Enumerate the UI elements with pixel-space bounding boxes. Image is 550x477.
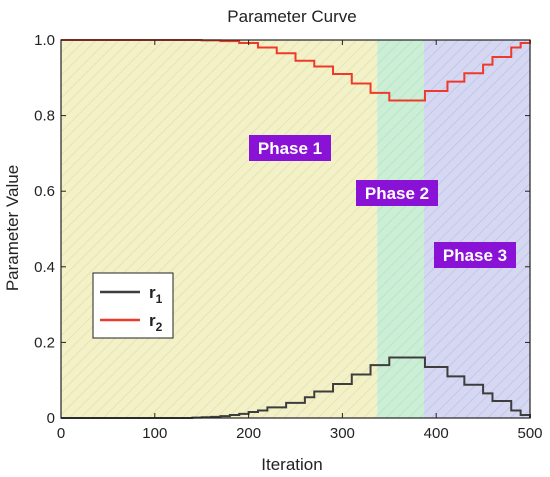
x-tick-label-300: 300 [330,425,355,442]
series-line-r1 [61,356,531,419]
phase-label-box-3 [434,242,516,268]
phase-regions [61,40,530,418]
x-tick-label-500: 500 [517,425,542,442]
series-line-r2 [61,39,531,102]
y-tick-label-0.6: 0.6 [34,183,55,200]
phase-labels: Phase 1 Phase 2 Phase 3 [249,135,516,268]
phase-hatch-3 [424,40,530,418]
phase-label-1: Phase 1 [258,139,322,158]
y-tick-label-1: 1.0 [34,32,55,49]
x-tick-label-0: 0 [57,425,65,442]
phase-hatch-1 [61,40,378,418]
series-lines [61,39,531,419]
phase-label-2: Phase 2 [365,184,429,203]
y-axis-label: Parameter Value [3,165,22,291]
x-tick-label-200: 200 [236,425,261,442]
phase-label-3: Phase 3 [443,246,507,265]
x-axis-label: Iteration [261,455,322,474]
y-tick-label-0: 0 [47,410,55,427]
phase-label-box-1 [249,135,331,161]
y-tick-label-0.8: 0.8 [34,108,55,125]
phase-label-box-2 [356,180,438,206]
legend-box [92,272,174,339]
plot-frame [60,39,531,419]
y-tick-label-0.2: 0.2 [34,334,55,351]
y-tick-label-0.4: 0.4 [34,259,55,276]
phase-hatch-2 [377,40,425,418]
axis-ticks: 0 100 200 300 400 500 0 0.2 0.4 0.6 0.8 1.0 [34,32,542,442]
x-tick-label-400: 400 [424,425,449,442]
chart-title: Parameter Curve [227,7,356,26]
x-tick-label-100: 100 [142,425,167,442]
